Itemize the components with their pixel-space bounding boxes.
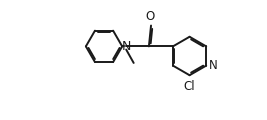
Text: O: O xyxy=(146,10,155,23)
Text: N: N xyxy=(121,40,131,53)
Text: Cl: Cl xyxy=(183,80,195,93)
Text: N: N xyxy=(209,59,218,72)
